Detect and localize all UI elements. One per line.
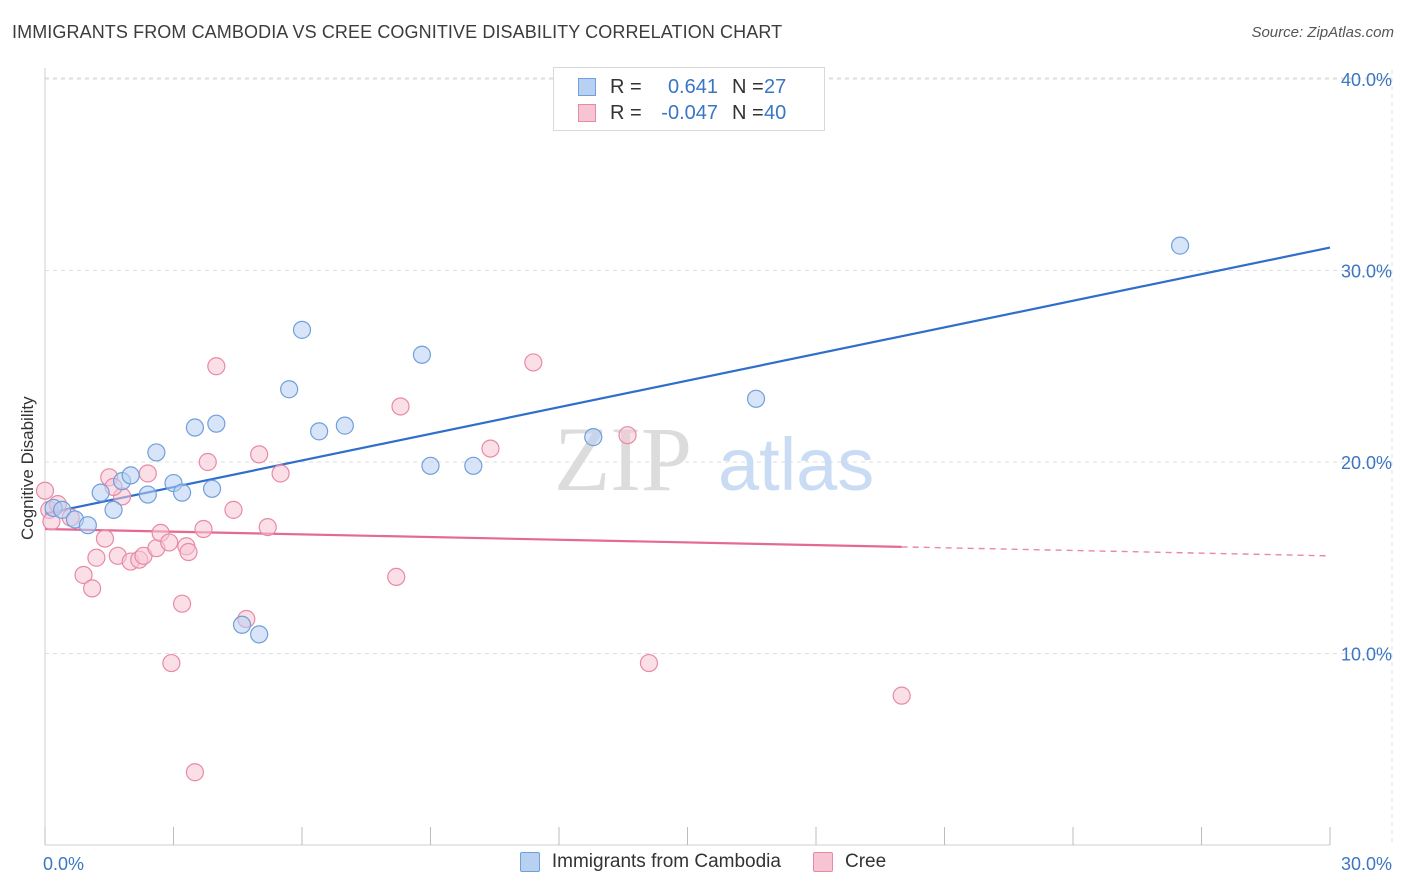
- x-tick-label-start: 0.0%: [43, 854, 84, 874]
- point-cree: [74, 565, 93, 585]
- legend-swatch-pink: [578, 104, 596, 122]
- point-cree: [194, 519, 213, 539]
- trend-line-cree: [44, 527, 902, 548]
- point-cambodia: [202, 479, 222, 498]
- point-cree: [224, 500, 243, 519]
- point-cambodia: [292, 320, 312, 339]
- point-cree: [524, 353, 543, 372]
- legend-r-value: 0.641: [667, 75, 718, 98]
- legend-label-cree: Cree: [844, 851, 887, 872]
- point-cree: [179, 542, 198, 562]
- point-cambodia: [412, 345, 432, 364]
- watermark-atlas: atlas: [718, 423, 874, 506]
- point-cree: [250, 445, 269, 464]
- x-tick-label-end: 30.0%: [1341, 854, 1392, 874]
- point-cambodia: [335, 416, 354, 435]
- legend-r-value: -0.047: [661, 101, 718, 124]
- point-cree: [391, 397, 410, 416]
- legend-n-label: N =: [732, 75, 764, 98]
- data-points: [35, 236, 1190, 782]
- legend-swatch-blue: [519, 852, 540, 872]
- point-cambodia: [91, 483, 110, 502]
- point-cree: [481, 439, 500, 458]
- point-cree: [160, 533, 179, 552]
- point-cree: [639, 653, 659, 673]
- point-cambodia: [280, 380, 299, 399]
- point-cree: [271, 464, 290, 483]
- legend-r-label: R =: [610, 75, 642, 98]
- point-cambodia: [147, 443, 166, 462]
- legend-n-value: 40: [764, 101, 787, 124]
- point-cambodia: [172, 483, 192, 502]
- point-cree: [258, 518, 277, 537]
- point-cambodia: [53, 500, 72, 519]
- point-cambodia: [310, 422, 329, 441]
- point-cree: [387, 567, 406, 587]
- legend-item-cree[interactable]: Cree: [812, 851, 887, 873]
- point-cree: [162, 653, 181, 673]
- legend-n-label: N =: [732, 101, 764, 124]
- legend-n-value: 27: [764, 75, 787, 98]
- point-cambodia: [1170, 236, 1190, 255]
- point-cambodia: [185, 418, 205, 437]
- point-cree: [207, 357, 226, 376]
- point-cambodia: [207, 414, 226, 433]
- point-cambodia: [121, 466, 140, 485]
- legend-label-cambodia: Immigrants from Cambodia: [551, 851, 781, 872]
- point-cree: [95, 529, 115, 548]
- y-tick-label: 40.0%: [1341, 70, 1392, 90]
- point-cree: [35, 481, 55, 500]
- point-cree: [892, 686, 911, 705]
- point-cree: [198, 452, 217, 472]
- trend-lines: [44, 246, 1331, 557]
- point-cree: [185, 763, 205, 782]
- point-cambodia: [138, 485, 157, 504]
- y-tick-label: 30.0%: [1341, 262, 1392, 282]
- trend-line-extension: [901, 546, 1331, 557]
- point-cree: [138, 464, 157, 483]
- legend-row-cambodia: R = 0.641 N = 27: [578, 74, 786, 100]
- y-tick-label: 10.0%: [1341, 645, 1392, 665]
- y-tick-label: 20.0%: [1341, 453, 1392, 473]
- point-cambodia: [584, 428, 603, 447]
- correlation-legend: R = 0.641 N = 27 R = -0.047 N = 40: [553, 67, 825, 131]
- chart-title: IMMIGRANTS FROM CAMBODIA VS CREE COGNITI…: [12, 22, 783, 42]
- legend-r-label: R =: [610, 101, 642, 124]
- tick-labels: 10.0% 20.0% 30.0% 40.0% 0.0% 30.0%: [43, 70, 1392, 874]
- grid-lines: [45, 70, 1393, 845]
- y-axis-label: Cognitive Disability: [18, 396, 37, 540]
- watermark-zip: ZIP: [554, 408, 692, 510]
- legend-row-cree: R = -0.047 N = 40: [578, 100, 786, 126]
- legend-item-cambodia[interactable]: Immigrants from Cambodia: [519, 851, 781, 873]
- point-cambodia: [232, 615, 252, 634]
- legend-swatch-pink: [812, 852, 833, 872]
- trend-line-cambodia: [44, 246, 1331, 515]
- series-legend: Immigrants from Cambodia Cree: [0, 851, 1406, 873]
- point-cambodia: [104, 500, 123, 519]
- point-cree: [618, 426, 637, 445]
- point-cree: [87, 548, 106, 567]
- source-label: Source: ZipAtlas.com: [1251, 24, 1394, 41]
- legend-swatch-blue: [578, 78, 596, 96]
- point-cambodia: [421, 456, 440, 475]
- axes: [44, 68, 1331, 846]
- point-cree: [83, 579, 102, 598]
- point-cambodia: [746, 389, 766, 408]
- point-cambodia: [250, 625, 269, 644]
- point-cambodia: [78, 516, 97, 535]
- point-cambodia: [464, 456, 483, 475]
- point-cree: [172, 594, 192, 613]
